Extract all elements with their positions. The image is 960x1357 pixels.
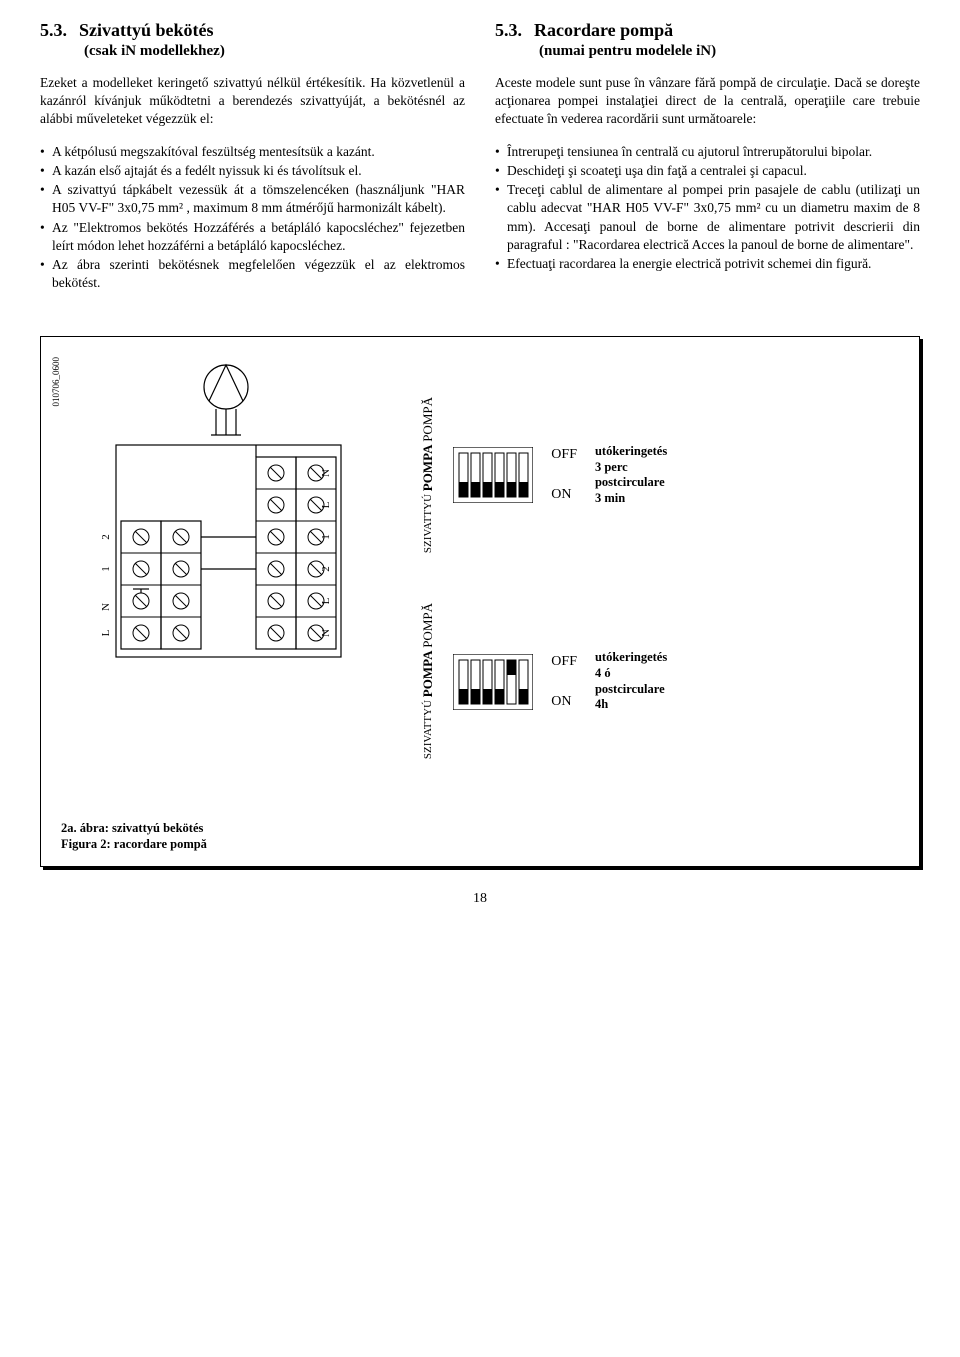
section-subtitle-left: (csak iN modellekhez) [84, 43, 465, 60]
list-item: Az ábra szerinti bekötésnek megfelelően … [40, 256, 465, 292]
section-title-left: Szivattyú bekötés [79, 20, 214, 41]
page-number: 18 [40, 891, 920, 907]
section-subtitle-right: (numai pentru modelele iN) [539, 43, 920, 60]
svg-text:N: N [320, 469, 332, 477]
wiring-schematic: N L 1 2 L N [61, 357, 361, 672]
section-number-right: 5.3. [495, 20, 522, 41]
svg-text:N: N [100, 603, 112, 611]
svg-text:L: L [100, 630, 112, 637]
bullet-list-left: A kétpólusú megszakítóval feszültség men… [40, 143, 465, 293]
svg-text:L: L [320, 502, 332, 509]
svg-text:1: 1 [320, 535, 332, 541]
pump-label-vertical: SZIVATTYÚ POMPA POMPĂ [421, 603, 435, 759]
svg-text:2: 2 [100, 535, 112, 541]
bullet-list-right: Întrerupeţi tensiunea în centrală cu aju… [495, 143, 920, 274]
list-item: Deschideţi şi scoateţi uşa din faţă a ce… [495, 162, 920, 180]
svg-text:L: L [320, 598, 332, 605]
list-item: A kazán első ajtaját és a fedélt nyissuk… [40, 162, 465, 180]
dip-switch-icon [453, 447, 533, 503]
wiring-diagram-box: 010706_0600 [40, 336, 920, 867]
svg-text:N: N [320, 629, 332, 637]
svg-text:2: 2 [320, 567, 332, 573]
svg-text:1: 1 [100, 567, 112, 573]
intro-paragraph-right: Aceste modele sunt puse în vânzare fără … [495, 74, 920, 129]
intro-paragraph-left: Ezeket a modelleket keringető szivattyú … [40, 74, 465, 129]
section-number-left: 5.3. [40, 20, 67, 41]
figure-caption: 2a. ábra: szivattyú bekötés Figura 2: ra… [61, 820, 899, 853]
switch-description-2: utókeringetés 4 ó postcirculare 4h [595, 650, 667, 713]
document-code: 010706_0600 [51, 357, 61, 407]
switch-description-1: utókeringetés 3 perc postcirculare 3 min [595, 444, 667, 507]
list-item: Întrerupeţi tensiunea în centrală cu aju… [495, 143, 920, 161]
dip-switch-row-2: SZIVATTYÚ POMPA POMPĂ [421, 603, 899, 759]
list-item: A szivattyú tápkábelt vezessük át a töms… [40, 181, 465, 217]
list-item: A kétpólusú megszakítóval feszültség men… [40, 143, 465, 161]
pump-label-vertical: SZIVATTYÚ POMPA POMPĂ [421, 397, 435, 553]
on-off-labels: OFF ON [551, 654, 577, 710]
dip-switch-row-1: SZIVATTYÚ POMPA POMPĂ [421, 397, 899, 553]
list-item: Treceţi cablul de alimentare al pompei p… [495, 181, 920, 254]
list-item: Az "Elektromos bekötés Hozzáférés a betá… [40, 219, 465, 255]
dip-switch-icon [453, 654, 533, 710]
list-item: Efectuaţi racordarea la energie electric… [495, 255, 920, 273]
section-title-right: Racordare pompă [534, 20, 673, 41]
on-off-labels: OFF ON [551, 447, 577, 503]
